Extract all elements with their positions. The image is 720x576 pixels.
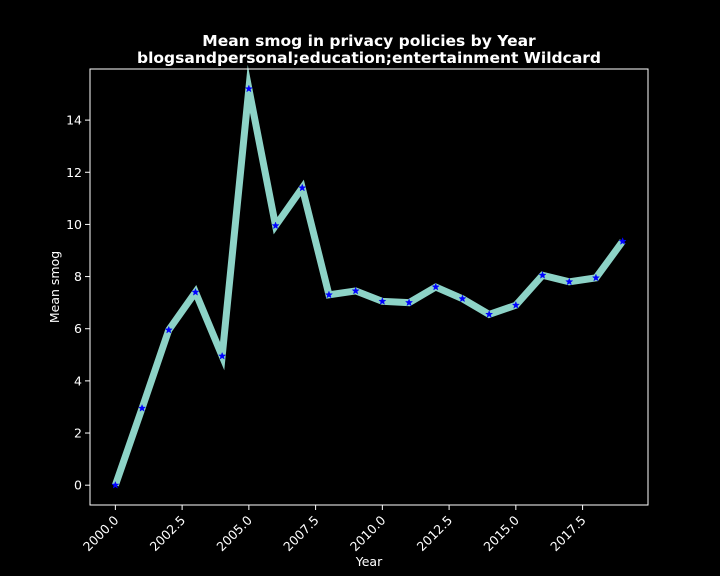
plot-frame (89, 68, 649, 506)
data-point (485, 310, 494, 318)
data-point (324, 290, 334, 299)
data-point (538, 270, 547, 279)
y-tick-label: 6 (74, 321, 82, 336)
data-point (591, 273, 601, 282)
data-point (271, 221, 280, 230)
data-point (218, 351, 227, 360)
data-point (164, 325, 173, 334)
data-point (111, 480, 120, 489)
data-point (191, 287, 200, 296)
plot-area (111, 64, 627, 489)
y-tick-label: 12 (66, 165, 82, 180)
data-point (431, 282, 440, 291)
data-point (565, 277, 574, 286)
y-axis-label: Mean smog (47, 251, 62, 323)
series-line (112, 64, 626, 487)
data-point (298, 183, 307, 192)
x-axis-label: Year (355, 554, 383, 569)
y-tick-label: 14 (66, 113, 82, 128)
y-tick-label: 8 (74, 269, 82, 284)
data-point (244, 84, 253, 93)
y-tick-label: 4 (74, 373, 82, 388)
data-point (378, 297, 387, 305)
chart-title-line-1: Mean smog in privacy policies by Year (202, 32, 536, 50)
data-point (351, 286, 360, 295)
chart-title-line-2: blogsandpersonal;education;entertainment… (137, 49, 601, 67)
y-tick-label: 0 (74, 478, 82, 493)
y-tick-label: 2 (74, 426, 82, 441)
data-point (404, 298, 414, 307)
data-point (511, 300, 520, 309)
data-point (137, 403, 147, 412)
data-point (618, 237, 627, 245)
y-tick-label: 10 (66, 217, 82, 232)
data-point (458, 294, 467, 303)
